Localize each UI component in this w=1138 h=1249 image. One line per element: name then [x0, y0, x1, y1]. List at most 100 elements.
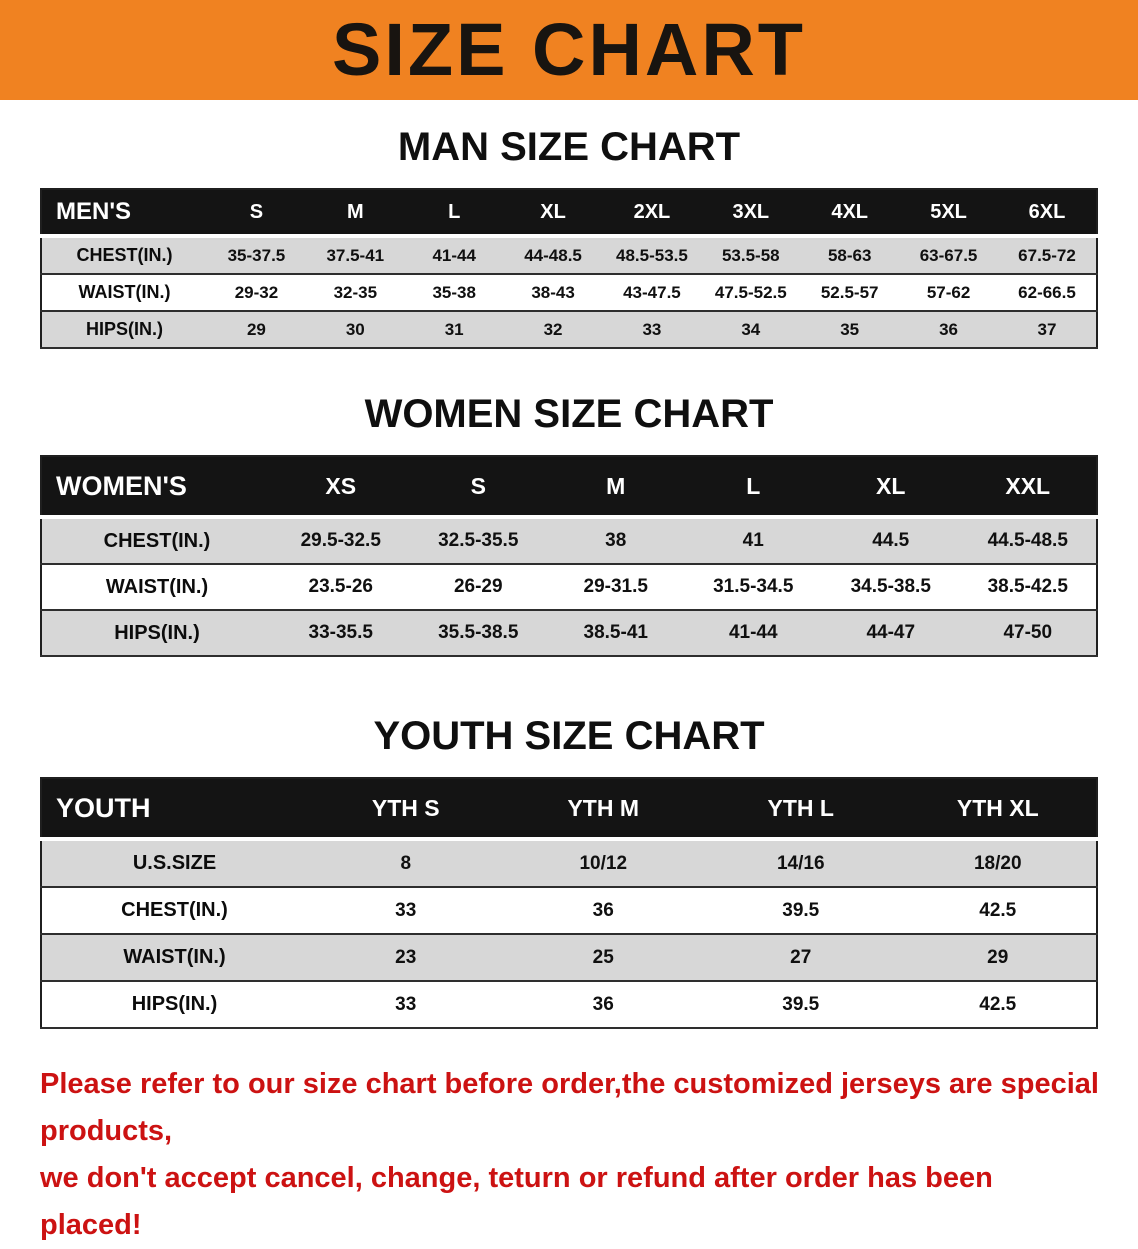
size-chart-title: SIZE CHART	[332, 8, 806, 91]
men-table-label: MEN'S	[41, 189, 207, 238]
size-value: 39.5	[782, 899, 820, 921]
size-value: 67.5-72	[1018, 245, 1076, 265]
size-value: 31.5-34.5	[713, 576, 794, 597]
youth-header-row: YOUTH YTH S YTH M YTH L YTH XL	[41, 778, 1097, 841]
size-column-header: M	[305, 189, 405, 238]
size-chart-banner: SIZE CHART	[0, 0, 1138, 100]
youth-section-title: YOUTH SIZE CHART	[373, 714, 765, 758]
size-value: 25	[592, 946, 614, 968]
size-value: 53.5-58	[721, 245, 780, 265]
size-value: 29-31.5	[583, 576, 648, 597]
table-row: WAIST(IN.) 29-32 32-35 35-38 38-43 43-47.5 47.…	[41, 274, 1097, 311]
size-value: 42.5	[979, 899, 1017, 921]
size-value: 33-35.5	[308, 622, 373, 643]
size-value: 29	[246, 319, 266, 339]
size-column-header: M	[547, 456, 685, 519]
size-column-header: YTH XL	[899, 778, 1097, 841]
size-value: 26-29	[453, 576, 503, 597]
size-value: 44-47	[866, 622, 916, 643]
size-column-header: L	[404, 189, 504, 238]
size-value: 41-44	[432, 245, 476, 265]
youth-table-label: YOUTH	[41, 778, 307, 841]
size-column-header: YTH L	[702, 778, 900, 841]
size-value: 48.5-53.5	[616, 245, 688, 265]
size-value: 58-63	[827, 245, 872, 265]
size-column-header: 3XL	[701, 189, 801, 238]
size-value: 32.5-35.5	[438, 530, 519, 551]
size-column-header: S	[409, 456, 547, 519]
size-column-header: 2XL	[602, 189, 702, 238]
table-row: HIPS(IN.) 29 30 31 32 33 34 35 36 37	[41, 311, 1097, 348]
men-section-title: MAN SIZE CHART	[397, 125, 741, 169]
size-column-header: XL	[822, 456, 960, 519]
disclaimer-line-2: we don't accept cancel, change, teturn o…	[40, 1161, 993, 1241]
table-row: HIPS(IN.) 33-35.5 35.5-38.5 38.5-41 41-44 44-…	[41, 610, 1097, 656]
table-row: U.S.SIZE 8 10/12 14/16 18/20	[41, 839, 1097, 887]
size-column-header: YTH S	[307, 778, 505, 841]
row-label: CHEST(IN.)	[103, 529, 211, 552]
size-value: 52.5-57	[820, 282, 879, 302]
size-column-header: 4XL	[800, 189, 900, 238]
size-value: 32	[543, 319, 563, 339]
size-value: 18/20	[973, 852, 1022, 874]
size-value: 38	[605, 530, 627, 551]
row-label: HIPS(IN.)	[114, 621, 200, 644]
size-column-header: S	[207, 189, 306, 238]
size-value: 35-37.5	[227, 245, 286, 265]
row-label: CHEST(IN.)	[121, 899, 228, 921]
size-value: 44.5-48.5	[987, 530, 1068, 551]
size-value: 62-66.5	[1018, 282, 1076, 302]
size-value: 38-43	[531, 282, 575, 302]
size-value: 44.5	[872, 530, 910, 551]
size-value: 29	[987, 946, 1009, 968]
size-value: 36	[939, 319, 959, 339]
size-value: 31	[444, 319, 464, 339]
row-label: CHEST(IN.)	[76, 245, 173, 265]
size-value: 23.5-26	[308, 576, 373, 597]
size-value: 14/16	[776, 852, 825, 874]
size-value: 47.5-52.5	[714, 282, 787, 302]
size-column-header: XL	[503, 189, 603, 238]
disclaimer: Please refer to our size chart before or…	[40, 1061, 1102, 1249]
size-value: 39.5	[782, 993, 820, 1015]
women-size-section: WOMEN SIZE CHART WOMEN'S XS S M L XL XXL CHEST(I…	[0, 391, 1138, 657]
size-value: 43-47.5	[623, 282, 681, 302]
size-value: 47-50	[1003, 622, 1053, 643]
men-size-table: MEN'S S M L XL 2XL 3XL 4XL 5XL 6XL CHEST(IN.) 35-37…	[40, 188, 1098, 349]
size-value: 42.5	[979, 993, 1017, 1015]
size-column-header: YTH M	[504, 778, 702, 841]
size-value: 36	[592, 899, 614, 921]
size-column-header: 6XL	[998, 189, 1097, 238]
size-value: 41-44	[728, 622, 778, 643]
youth-size-table: YOUTH YTH S YTH M YTH L YTH XL U.S.SIZE 8 10/12…	[40, 777, 1098, 1029]
size-value: 33	[395, 899, 417, 921]
table-row: CHEST(IN.) 33 36 39.5 42.5	[41, 887, 1097, 934]
youth-size-section: YOUTH SIZE CHART YOUTH YTH S YTH M YTH L YTH …	[0, 713, 1138, 1029]
size-value: 37	[1037, 319, 1057, 339]
size-value: 37.5-41	[326, 245, 385, 265]
size-value: 57-62	[926, 282, 971, 302]
size-value: 34	[741, 319, 761, 339]
size-value: 35-38	[432, 282, 476, 302]
size-value: 34.5-38.5	[850, 576, 931, 597]
row-label: WAIST(IN.)	[78, 282, 171, 302]
size-value: 29.5-32.5	[300, 530, 381, 551]
size-value: 10/12	[579, 852, 628, 874]
size-column-header: L	[684, 456, 822, 519]
size-value: 38.5-41	[583, 622, 648, 643]
men-header-row: MEN'S S M L XL 2XL 3XL 4XL 5XL 6XL	[41, 189, 1097, 238]
size-value: 8	[400, 852, 412, 874]
women-table-label: WOMEN'S	[41, 456, 272, 519]
size-chart-sections: MAN SIZE CHART MEN'S S M L XL 2XL 3XL 4XL 5XL 6XL C…	[0, 124, 1138, 1029]
size-value: 36	[592, 993, 614, 1015]
size-value: 38.5-42.5	[987, 576, 1068, 597]
row-label: WAIST(IN.)	[123, 946, 226, 968]
size-column-header: 5XL	[899, 189, 998, 238]
size-column-header: XS	[272, 456, 410, 519]
size-value: 35.5-38.5	[438, 622, 519, 643]
size-value: 32-35	[333, 282, 378, 302]
size-value: 27	[790, 946, 812, 968]
row-label: HIPS(IN.)	[85, 319, 163, 339]
size-value: 30	[345, 319, 365, 339]
size-value: 44-48.5	[524, 245, 582, 265]
